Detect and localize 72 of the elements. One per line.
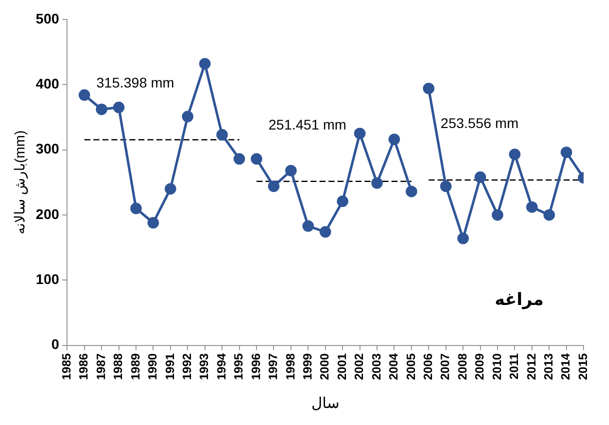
x-tick-label: 1988 [111, 352, 126, 380]
x-tick-label: 1989 [128, 352, 142, 380]
x-tick-label: 1999 [300, 352, 314, 380]
point [388, 134, 400, 146]
x-tick-label: 2011 [507, 352, 522, 380]
x-tick-label: 2004 [386, 352, 401, 380]
point [508, 148, 520, 160]
y-tick-label: 500 [36, 10, 60, 26]
point [268, 180, 280, 192]
point [302, 220, 314, 232]
x-tick-label: 2014 [558, 352, 573, 380]
x-tick-label: 2013 [541, 352, 556, 380]
x-tick-label: 2012 [524, 352, 538, 380]
point [147, 217, 159, 229]
annotation: مراغه [494, 290, 544, 310]
x-tick-label: 2008 [455, 352, 470, 380]
point [422, 82, 434, 94]
x-tick-label: 1990 [146, 352, 160, 380]
x-tick-label: 1998 [283, 352, 298, 380]
y-tick-label: 400 [36, 75, 60, 92]
x-tick-label: 2000 [318, 352, 332, 380]
x-tick-label: 2010 [490, 352, 504, 380]
y-tick-label: 0 [51, 336, 60, 352]
x-tick-label: 1997 [266, 352, 280, 380]
x-tick-label: 2002 [352, 352, 366, 380]
annotation: 253.556 mm [440, 114, 518, 131]
point [250, 153, 262, 165]
point [560, 146, 572, 158]
point [543, 209, 555, 221]
point [96, 104, 108, 116]
x-tick-label: 2006 [420, 352, 435, 380]
x-tick-label: 1992 [180, 352, 194, 380]
point [457, 232, 469, 244]
point [130, 202, 142, 214]
x-tick-label: 1987 [94, 352, 108, 380]
x-tick-label: 1986 [76, 352, 91, 380]
annotation: 315.398 mm [96, 74, 174, 91]
point [526, 201, 538, 213]
point [182, 110, 194, 122]
x-tick-label: 2009 [472, 352, 487, 380]
y-tick-label: 200 [36, 206, 60, 222]
point [216, 129, 228, 141]
x-tick-label: 1991 [162, 352, 177, 380]
x-tick-label: 2007 [438, 352, 452, 380]
x-tick-label: 1993 [197, 352, 212, 380]
point [285, 164, 297, 176]
point [78, 89, 90, 101]
x-tick-label: 1985 [59, 352, 74, 380]
point [320, 226, 332, 238]
point [234, 153, 246, 165]
x-tick-label: 1996 [248, 352, 263, 380]
point [336, 196, 348, 208]
x-tick-label: 1995 [232, 352, 246, 380]
x-axis-title: سال [311, 395, 340, 412]
y-axis-title: بارش سالانه(mm) [11, 130, 28, 234]
y-tick-label: 100 [36, 270, 60, 287]
y-tick-label: 300 [36, 140, 60, 157]
x-tick-label: 1994 [214, 352, 228, 380]
point [354, 128, 366, 140]
point [474, 171, 486, 183]
x-tick-label: 2001 [334, 352, 349, 380]
annotation: 251.451 mm [268, 116, 346, 132]
x-tick-label: 2005 [404, 352, 418, 380]
point [371, 177, 383, 189]
x-tick-label: 2003 [369, 352, 384, 380]
point [440, 180, 452, 192]
point [199, 58, 211, 70]
point [492, 209, 504, 221]
point [164, 183, 176, 195]
point [406, 186, 418, 198]
point [113, 102, 125, 114]
x-tick-label: 2015 [576, 352, 590, 380]
